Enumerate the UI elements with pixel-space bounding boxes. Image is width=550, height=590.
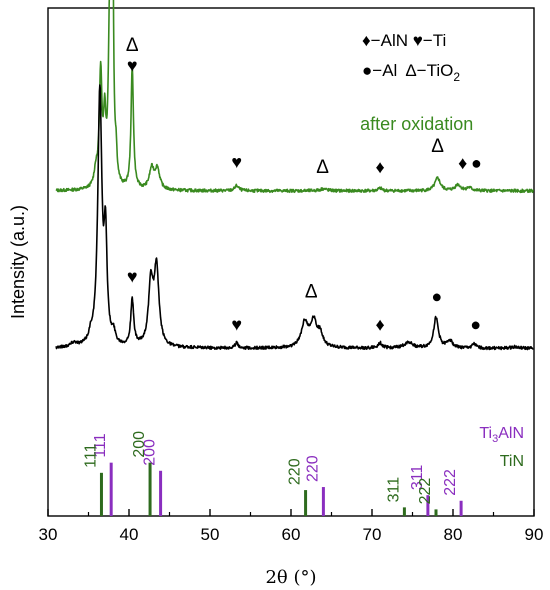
hkl-label: 311	[409, 465, 426, 491]
hkl-label: 200	[142, 439, 159, 466]
x-tick-label: 60	[282, 525, 301, 544]
x-axis-label: 2θ (°)	[265, 567, 316, 588]
ref-name-tail: AlN	[498, 425, 524, 442]
phase-marker: Δ	[316, 157, 329, 178]
reference-legend-ti3aln: Ti3AlN	[479, 425, 524, 445]
phase-marker: Δ	[305, 282, 318, 303]
x-tick-label: 70	[363, 525, 382, 544]
hkl-label: 220	[287, 458, 304, 485]
phase-marker: ♦	[458, 153, 467, 173]
series-label-after-oxidation: after oxidation	[360, 114, 473, 134]
x-tick-label: 40	[120, 525, 139, 544]
ref-name-sub: 3	[492, 433, 498, 445]
hkl-label: 222	[442, 469, 459, 496]
x-tick-label: 50	[201, 525, 220, 544]
phase-marker: ♥	[231, 315, 242, 335]
hkl-label: 311	[385, 477, 402, 503]
phase-marker: ♥	[231, 152, 242, 172]
legend-al: ●−Al	[362, 61, 397, 80]
legend-line-2: ●−Al Δ−TiO2	[362, 61, 460, 84]
series-layer: Δ♥♥ Δ ♦Δ♦ ●♥♥Δ♦●●	[55, 0, 534, 351]
legend-tio2: Δ−TiO	[405, 61, 453, 80]
phase-marker: ♥	[127, 266, 138, 286]
phase-marker: Δ	[431, 136, 444, 157]
hkl-label: 220	[304, 455, 321, 482]
hkl-label: 111	[82, 443, 99, 467]
x-tick-label: 80	[444, 525, 463, 544]
plot-frame	[47, 7, 535, 517]
legend-tio2-sub: 2	[453, 70, 460, 84]
x-axis: 30 40 50 60 70 80 90	[39, 509, 544, 544]
hkl-label: 222	[417, 478, 434, 505]
legend-line-1: ♦−AlN ♥−Ti	[362, 31, 446, 50]
phase-marker: Δ	[126, 35, 139, 56]
series-line-after-oxidation	[55, 0, 534, 194]
reference-legend: Ti3AlN TiN	[479, 425, 524, 470]
phase-marker: ●	[431, 287, 442, 307]
legend: ♦−AlN ♥−Ti ●−Al Δ−TiO2	[362, 31, 460, 84]
phase-marker: ♦	[376, 157, 385, 177]
x-tick-label: 90	[525, 525, 544, 544]
hkl-label: 200	[131, 431, 148, 458]
hkl-label: 111	[92, 433, 109, 457]
ref-name-ti: Ti	[479, 425, 492, 442]
reference-legend-tin: TiN	[500, 453, 524, 470]
phase-marker: ●	[471, 153, 482, 173]
series-line-before-oxidation	[55, 84, 534, 351]
phase-marker: ♦	[376, 315, 385, 335]
phase-marker: ♥	[127, 56, 138, 76]
x-tick-label: 30	[39, 525, 58, 544]
y-axis-label: Intensity (a.u.)	[8, 205, 28, 319]
phase-marker: ●	[470, 315, 481, 335]
